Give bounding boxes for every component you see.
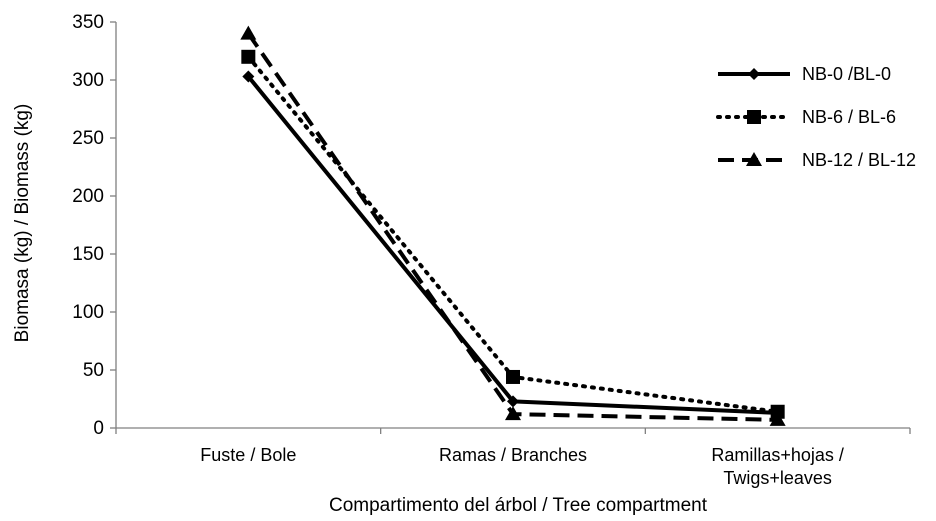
x-tick-label: Ramas / Branches: [439, 445, 587, 465]
series-line: [246, 32, 778, 422]
data-point: [746, 152, 762, 166]
y-tick-label: 150: [72, 244, 104, 265]
data-point: [747, 110, 761, 124]
y-tick-label: 0: [93, 418, 104, 439]
data-point: [748, 68, 760, 80]
series-line: [246, 54, 780, 414]
y-tick-label: 200: [72, 186, 104, 207]
x-axis-title: Compartimento del árbol / Tree compartme…: [329, 495, 708, 516]
series-0: [242, 70, 784, 419]
legend-label: NB-6 / BL-6: [802, 107, 896, 127]
legend-label: NB-12 / BL-12: [802, 150, 916, 170]
data-point: [240, 25, 257, 40]
data-point: [507, 395, 519, 408]
data-point: [505, 406, 521, 421]
x-tick-label: Twigs+leaves: [723, 468, 832, 488]
y-tick-label: 350: [72, 12, 104, 33]
data-point: [506, 369, 520, 384]
y-axis-ticks: 0 50 100 150 200 250 300 350: [72, 12, 116, 439]
data-point: [769, 411, 786, 426]
data-point: [241, 49, 256, 64]
x-tick-label: Fuste / Bole: [200, 445, 296, 465]
series-group: [240, 25, 786, 426]
y-axis-title: Biomasa (kg) / Biomass (kg): [12, 104, 33, 343]
series-line: [246, 75, 778, 415]
series-1: [241, 49, 785, 419]
data-point: [242, 70, 255, 83]
y-tick-label: 300: [72, 70, 104, 91]
x-axis-ticks: Fuste / Bole Ramas / Branches Ramillas+hoj…: [115, 428, 911, 488]
axes: [115, 22, 910, 429]
legend: NB-0 /BL-0 NB-6 / BL-6 NB-12 / BL-12: [716, 64, 916, 170]
y-tick-label: 250: [72, 128, 104, 149]
data-point: [770, 404, 785, 419]
series-2: [240, 25, 786, 426]
y-tick-label: 100: [72, 302, 104, 323]
x-tick-label: Ramillas+hojas /: [711, 445, 844, 465]
legend-label: NB-0 /BL-0: [802, 64, 891, 84]
y-tick-label: 50: [83, 360, 104, 381]
